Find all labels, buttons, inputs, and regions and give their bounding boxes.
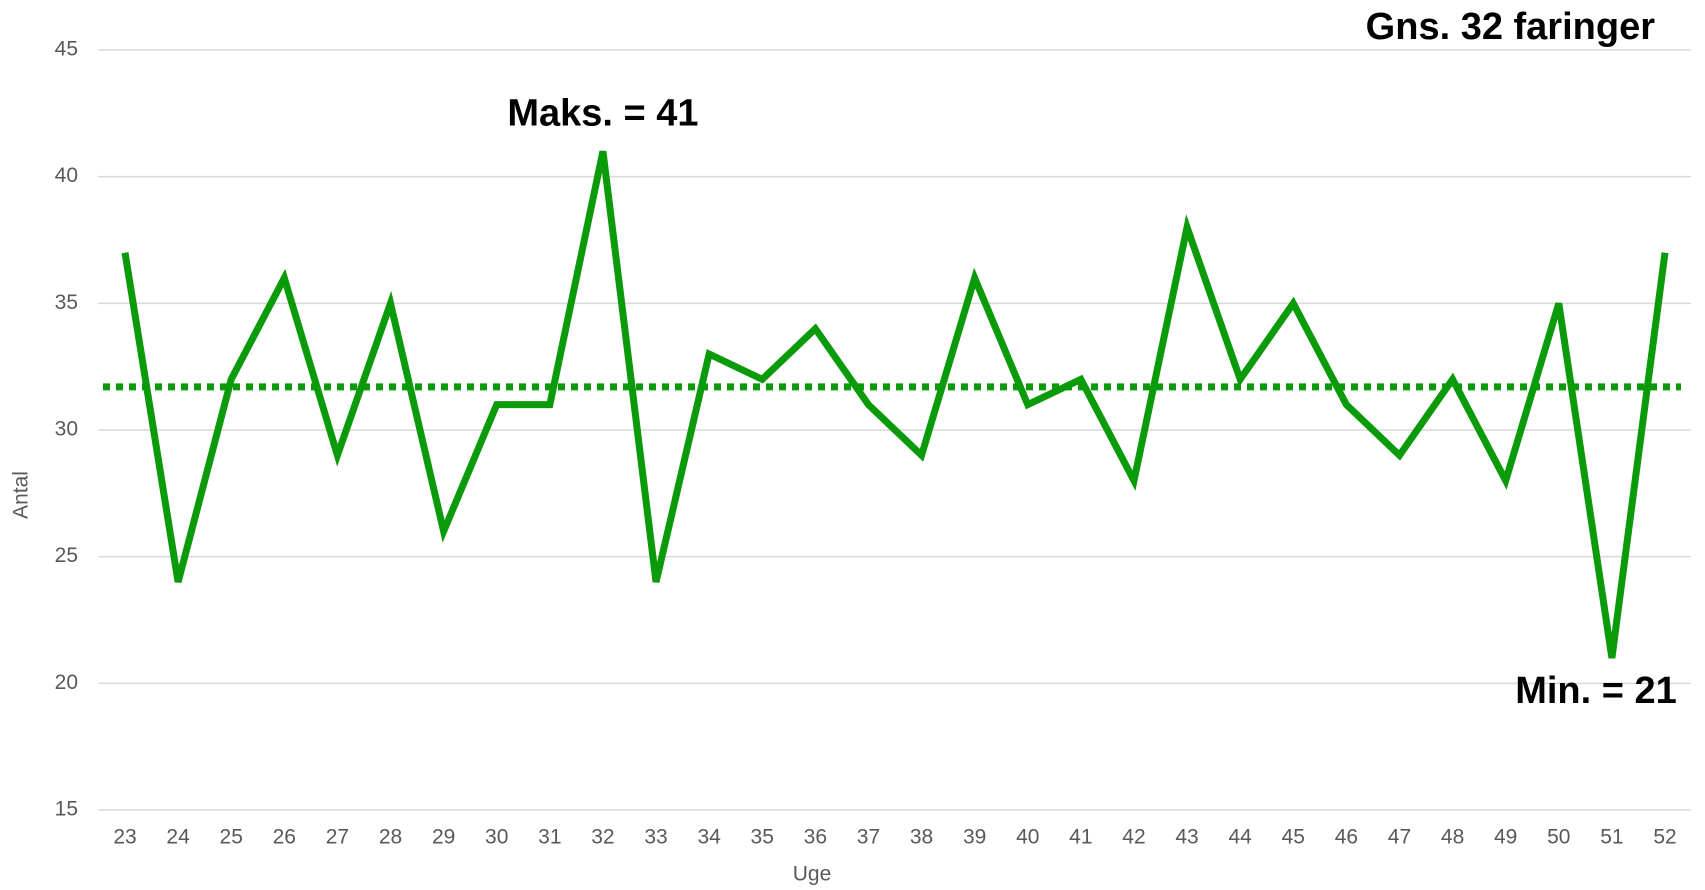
x-tick-label: 25: [220, 826, 243, 849]
x-tick-label: 42: [1122, 826, 1145, 849]
x-tick-label: 47: [1388, 826, 1411, 849]
x-tick-label: 40: [1016, 826, 1039, 849]
x-tick-label: 52: [1653, 826, 1676, 849]
x-tick-label: 49: [1494, 826, 1517, 849]
chart-title: Gns. 32 faringer: [1366, 6, 1656, 48]
x-tick-label: 33: [644, 826, 667, 849]
x-tick-label: 31: [538, 826, 561, 849]
annotation: Min. = 21: [1515, 670, 1677, 712]
x-tick-label: 35: [751, 826, 774, 849]
x-tick-label: 41: [1069, 826, 1092, 849]
x-tick-label: 26: [273, 826, 296, 849]
x-tick-label: 39: [963, 826, 986, 849]
x-tick-label: 48: [1441, 826, 1464, 849]
x-tick-label: 34: [697, 826, 721, 849]
y-tick-label: 25: [55, 544, 78, 567]
x-tick-label: 29: [432, 826, 455, 849]
x-tick-label: 38: [910, 826, 933, 849]
x-axis-label: Uge: [793, 863, 832, 886]
x-tick-label: 37: [857, 826, 880, 849]
y-tick-label: 40: [55, 164, 78, 187]
y-axis-label: Antal: [10, 471, 33, 519]
x-tick-label: 46: [1335, 826, 1358, 849]
x-tick-label: 44: [1228, 826, 1252, 849]
x-tick-label: 23: [113, 826, 136, 849]
y-tick-label: 45: [55, 38, 78, 61]
x-tick-label: 43: [1175, 826, 1198, 849]
x-tick-label: 28: [379, 826, 402, 849]
data-line: [121, 150, 1669, 659]
x-tick-label: 51: [1600, 826, 1623, 849]
x-tick-label: 45: [1282, 826, 1305, 849]
x-tick-label: 32: [591, 826, 614, 849]
annotation: Maks. = 41: [507, 92, 698, 134]
x-tick-label: 24: [166, 826, 190, 849]
y-tick-label: 30: [55, 418, 78, 441]
x-tick-label: 27: [326, 826, 349, 849]
y-tick-label: 20: [55, 671, 78, 694]
x-tick-label: 30: [485, 826, 508, 849]
x-tick-label: 36: [804, 826, 827, 849]
y-tick-label: 35: [55, 291, 78, 314]
x-tick-label: 50: [1547, 826, 1570, 849]
y-tick-label: 15: [55, 798, 78, 821]
